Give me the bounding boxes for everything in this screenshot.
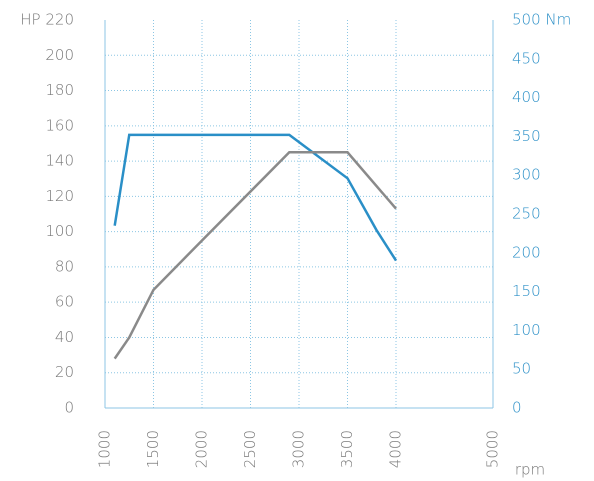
y-tick-label: 40 [55,328,74,346]
y-tick-label: 200 [45,46,74,64]
x-tick-label: 5000 [484,430,502,468]
y-tick-label: 80 [55,257,74,275]
y-tick-label: 160 [45,116,74,134]
y2-tick-label: 400 [512,88,541,106]
y-tick-label: 120 [45,187,74,205]
x-tick-label: 2000 [193,430,211,468]
y2-tick-label: 450 [512,49,541,67]
y-tick-label: 60 [55,293,74,311]
x-axis-label: rpm [515,461,545,479]
line-series [113,133,398,262]
x-tick-label: 2500 [241,430,259,468]
y-tick-label: 20 [55,363,74,381]
y-tick-label: HP 220 [20,11,74,29]
y-tick-label: 100 [45,222,74,240]
y2-tick-label: 300 [512,166,541,184]
x-tick-label: 3500 [338,430,356,468]
x-tick-label: 4000 [387,430,405,468]
y2-tick-label: 350 [512,127,541,145]
y-tick-label: 140 [45,152,74,170]
line-series [113,151,397,360]
y2-tick-label: 100 [512,321,541,339]
x-tick-label: 1000 [96,430,114,468]
x-tick-label: 1500 [144,430,162,468]
y-tick-label: 0 [64,399,74,417]
y2-tick-label: 150 [512,282,541,300]
y2-tick-label: 200 [512,243,541,261]
y2-tick-label: 250 [512,205,541,223]
y2-tick-label: 500 Nm [512,11,571,29]
x-tick-label: 3000 [290,430,308,468]
y2-tick-label: 0 [512,399,522,417]
y-tick-label: 180 [45,81,74,99]
y2-tick-label: 50 [512,360,531,378]
